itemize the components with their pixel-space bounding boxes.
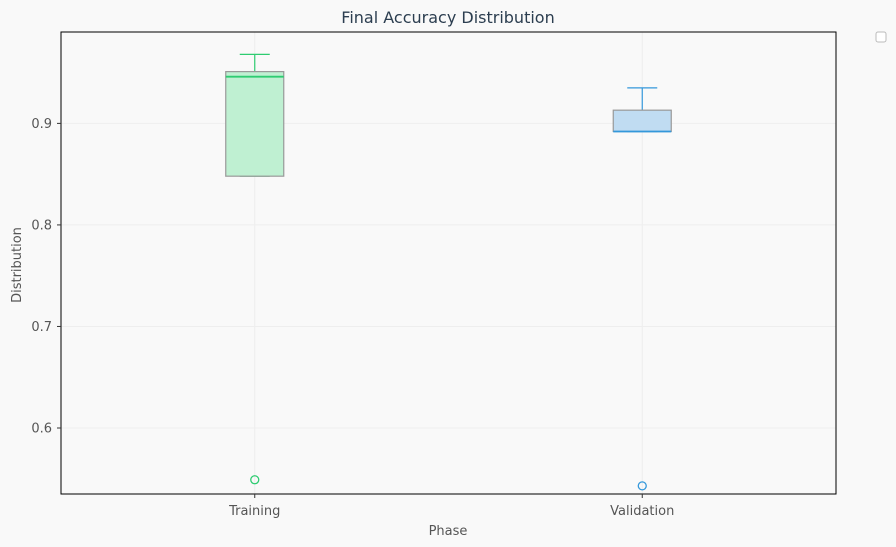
outlier-point bbox=[250, 475, 260, 485]
x-axis-label: Phase bbox=[429, 524, 468, 539]
chart-title: Final Accuracy Distribution bbox=[341, 8, 554, 27]
box-group bbox=[225, 53, 672, 491]
y-tick-label: 0.6 bbox=[31, 422, 52, 437]
y-axis-ticks: 0.6 0.7 0.8 0.9 bbox=[31, 117, 61, 437]
box-iqr bbox=[612, 109, 672, 133]
legend-box bbox=[875, 31, 887, 43]
plot-frame bbox=[60, 31, 837, 495]
y-tick-label: 0.7 bbox=[31, 320, 52, 335]
x-tick-label: Validation bbox=[610, 504, 674, 519]
y-axis-label: Distribution bbox=[10, 227, 25, 303]
x-tick-label: Training bbox=[228, 504, 280, 519]
y-tick-label: 0.8 bbox=[31, 218, 52, 233]
box-iqr bbox=[225, 70, 285, 177]
y-tick-label: 0.9 bbox=[31, 117, 52, 132]
outlier-point bbox=[637, 481, 647, 491]
grid-lines bbox=[61, 32, 836, 494]
x-axis-ticks: Training Validation bbox=[228, 494, 674, 519]
